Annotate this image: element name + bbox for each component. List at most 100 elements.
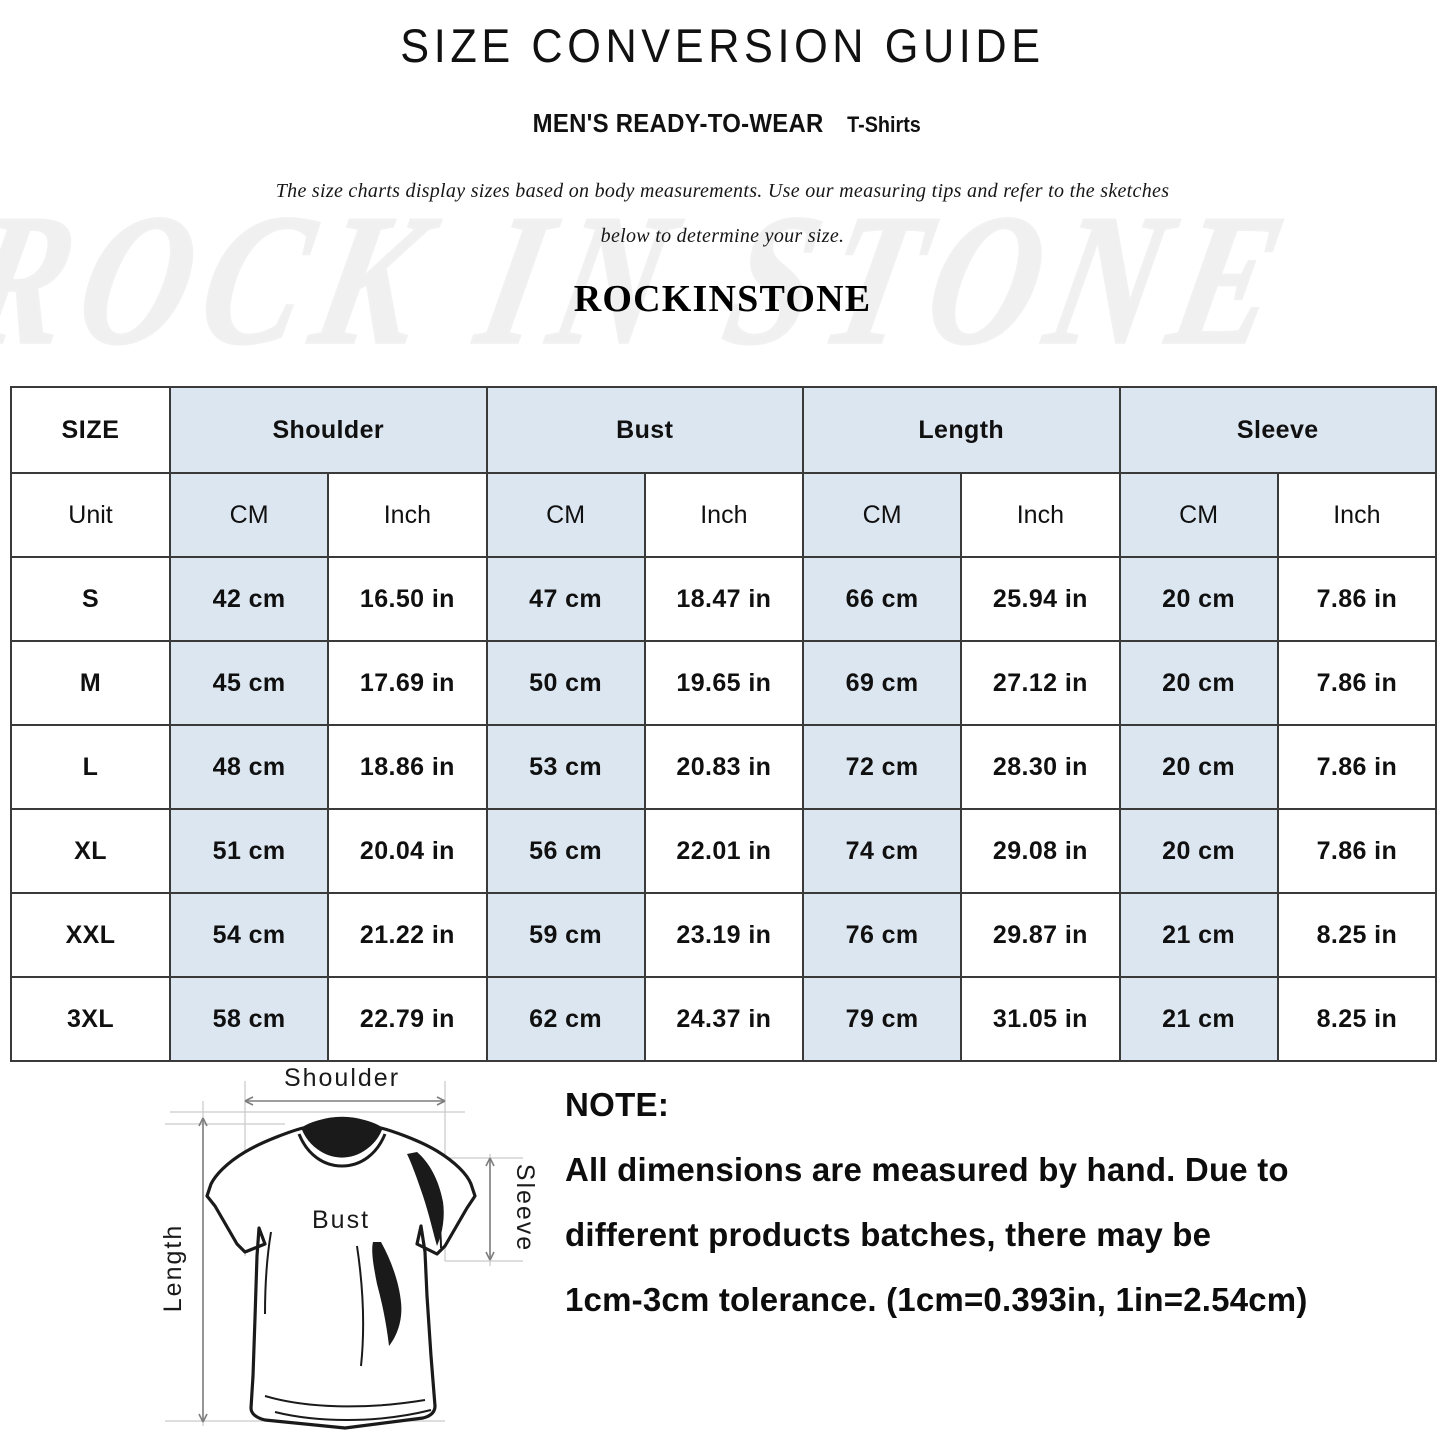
tshirt-left-cuff	[244, 1242, 266, 1254]
cell-bust-cm: 56 cm	[485, 808, 646, 894]
cell-sleeve-cm: 20 cm	[1118, 808, 1279, 894]
unit-cell-bust-inch: Inch	[643, 472, 805, 558]
cell-sleeve-inch: 7.86 in	[1276, 724, 1438, 810]
cell-sleeve-cm: 21 cm	[1118, 976, 1279, 1062]
subtitle-product: T-Shirts	[847, 112, 921, 137]
cell-bust-inch: 23.19 in	[643, 892, 805, 978]
table-row: M 45 cm 17.69 in 50 cm 19.65 in 69 cm 27…	[10, 640, 1438, 726]
note-line-1: All dimensions are measured by hand. Due…	[565, 1151, 1289, 1188]
header-group-length: Length	[802, 386, 1121, 474]
table-row: XXL 54 cm 21.22 in 59 cm 23.19 in 76 cm …	[10, 892, 1438, 978]
cell-bust-inch: 18.47 in	[643, 556, 805, 642]
cell-sleeve-cm: 20 cm	[1118, 640, 1279, 726]
cell-length-cm: 74 cm	[801, 808, 963, 894]
cell-length-inch: 25.94 in	[960, 556, 1121, 642]
table-group-header-row: SIZE Shoulder Bust Length Sleeve	[10, 386, 1437, 474]
table-unit-row: Unit CM Inch CM Inch CM Inch CM Inch	[10, 472, 1438, 558]
table-row: L 48 cm 18.86 in 53 cm 20.83 in 72 cm 28…	[10, 724, 1438, 810]
cell-shoulder-cm: 42 cm	[168, 556, 330, 642]
cell-shoulder-inch: 20.04 in	[327, 808, 488, 894]
size-conversion-table: SIZE Shoulder Bust Length Sleeve Unit CM…	[10, 386, 1438, 1062]
cell-shoulder-inch: 21.22 in	[327, 892, 488, 978]
description-line-2: below to determine your size.	[600, 225, 845, 247]
row-size-label: XL	[10, 808, 171, 894]
note-line-2: different products batches, there may be	[565, 1216, 1212, 1253]
cell-sleeve-cm: 20 cm	[1118, 724, 1279, 810]
cell-bust-inch: 24.37 in	[643, 976, 805, 1062]
cell-length-inch: 29.87 in	[960, 892, 1121, 978]
cell-length-cm: 69 cm	[801, 640, 963, 726]
unit-cell-length-cm: CM	[801, 472, 963, 558]
cell-bust-inch: 19.65 in	[643, 640, 805, 726]
cell-sleeve-cm: 20 cm	[1118, 556, 1279, 642]
length-label: Length	[159, 1224, 187, 1312]
cell-bust-inch: 20.83 in	[643, 724, 805, 810]
cell-bust-cm: 47 cm	[485, 556, 646, 642]
shoulder-label: Shoulder	[284, 1064, 400, 1092]
brand-name: ROCKINSTONE	[573, 278, 872, 320]
row-size-label: L	[10, 724, 171, 810]
cell-sleeve-inch: 8.25 in	[1276, 976, 1438, 1062]
unit-cell-shoulder-inch: Inch	[327, 472, 488, 558]
cell-length-cm: 66 cm	[801, 556, 963, 642]
page-title: SIZE CONVERSION GUIDE	[400, 19, 1045, 72]
unit-cell-sleeve-inch: Inch	[1276, 472, 1438, 558]
sleeve-label: Sleeve	[511, 1164, 539, 1252]
tshirt-svg: Shoulder Bust Length Sleeve	[159, 1064, 539, 1430]
cell-shoulder-cm: 45 cm	[168, 640, 330, 726]
tshirt-right-sleeve-hem	[443, 1207, 469, 1247]
sleeve-dimension-arrow	[485, 1157, 495, 1261]
bottom-section: Shoulder Bust Length Sleeve NOTE: All di…	[0, 1040, 1445, 1445]
cell-sleeve-inch: 7.86 in	[1276, 640, 1438, 726]
note-line-3: 1cm-3cm tolerance. (1cm=0.393in, 1in=2.5…	[565, 1281, 1308, 1318]
description-line-1: The size charts display sizes based on b…	[275, 180, 1170, 202]
header-cell-unit: Unit	[10, 472, 171, 558]
cell-sleeve-inch: 8.25 in	[1276, 892, 1438, 978]
cell-shoulder-cm: 54 cm	[168, 892, 330, 978]
unit-cell-bust-cm: CM	[485, 472, 646, 558]
cell-shoulder-inch: 16.50 in	[327, 556, 488, 642]
header-group-bust: Bust	[485, 386, 804, 474]
table-row: S 42 cm 16.50 in 47 cm 18.47 in 66 cm 25…	[10, 556, 1438, 642]
cell-length-inch: 27.12 in	[960, 640, 1121, 726]
bust-label: Bust	[312, 1206, 370, 1234]
unit-cell-length-inch: Inch	[960, 472, 1121, 558]
cell-sleeve-inch: 7.86 in	[1276, 556, 1438, 642]
length-dimension-arrow	[198, 1117, 208, 1423]
cell-shoulder-cm: 58 cm	[168, 976, 330, 1062]
unit-cell-sleeve-cm: CM	[1118, 472, 1279, 558]
cell-length-inch: 28.30 in	[960, 724, 1121, 810]
shoulder-dimension-arrow	[244, 1096, 446, 1106]
cell-shoulder-cm: 51 cm	[168, 808, 330, 894]
description-text: The size charts display sizes based on b…	[223, 169, 1223, 259]
cell-length-inch: 29.08 in	[960, 808, 1121, 894]
row-size-label: XXL	[10, 892, 171, 978]
subtitle-category: MEN'S READY-TO-WEAR	[532, 108, 824, 138]
note-section: NOTE: All dimensions are measured by han…	[565, 1086, 1395, 1319]
size-chart-container: SIZE Shoulder Bust Length Sleeve Unit CM…	[10, 386, 1438, 1062]
cell-shoulder-inch: 22.79 in	[327, 976, 488, 1062]
tshirt-fold-lines	[264, 1185, 442, 1421]
cell-shoulder-inch: 17.69 in	[327, 640, 488, 726]
cell-bust-inch: 22.01 in	[643, 808, 805, 894]
tshirt-collar	[301, 1116, 383, 1158]
unit-cell-shoulder-cm: CM	[168, 472, 330, 558]
cell-shoulder-cm: 48 cm	[168, 724, 330, 810]
tshirt-left-sleeve-hem	[213, 1205, 239, 1245]
header-cell-size: SIZE	[10, 386, 171, 474]
cell-bust-cm: 50 cm	[485, 640, 646, 726]
cell-length-cm: 76 cm	[801, 892, 963, 978]
cell-length-inch: 31.05 in	[960, 976, 1121, 1062]
table-row: XL 51 cm 20.04 in 56 cm 22.01 in 74 cm 2…	[10, 808, 1438, 894]
cell-sleeve-cm: 21 cm	[1118, 892, 1279, 978]
cell-bust-cm: 59 cm	[485, 892, 646, 978]
row-size-label: M	[10, 640, 171, 726]
tshirt-collar-edge	[297, 1133, 387, 1168]
row-size-label: 3XL	[10, 976, 171, 1062]
cell-bust-cm: 53 cm	[485, 724, 646, 810]
tshirt-body-outline	[205, 1126, 477, 1430]
table-row: 3XL 58 cm 22.79 in 62 cm 24.37 in 79 cm …	[10, 976, 1438, 1062]
cell-shoulder-inch: 18.86 in	[327, 724, 488, 810]
subtitle: MEN'S READY-TO-WEAR T-Shirts	[0, 108, 1445, 139]
cell-length-cm: 79 cm	[801, 976, 963, 1062]
